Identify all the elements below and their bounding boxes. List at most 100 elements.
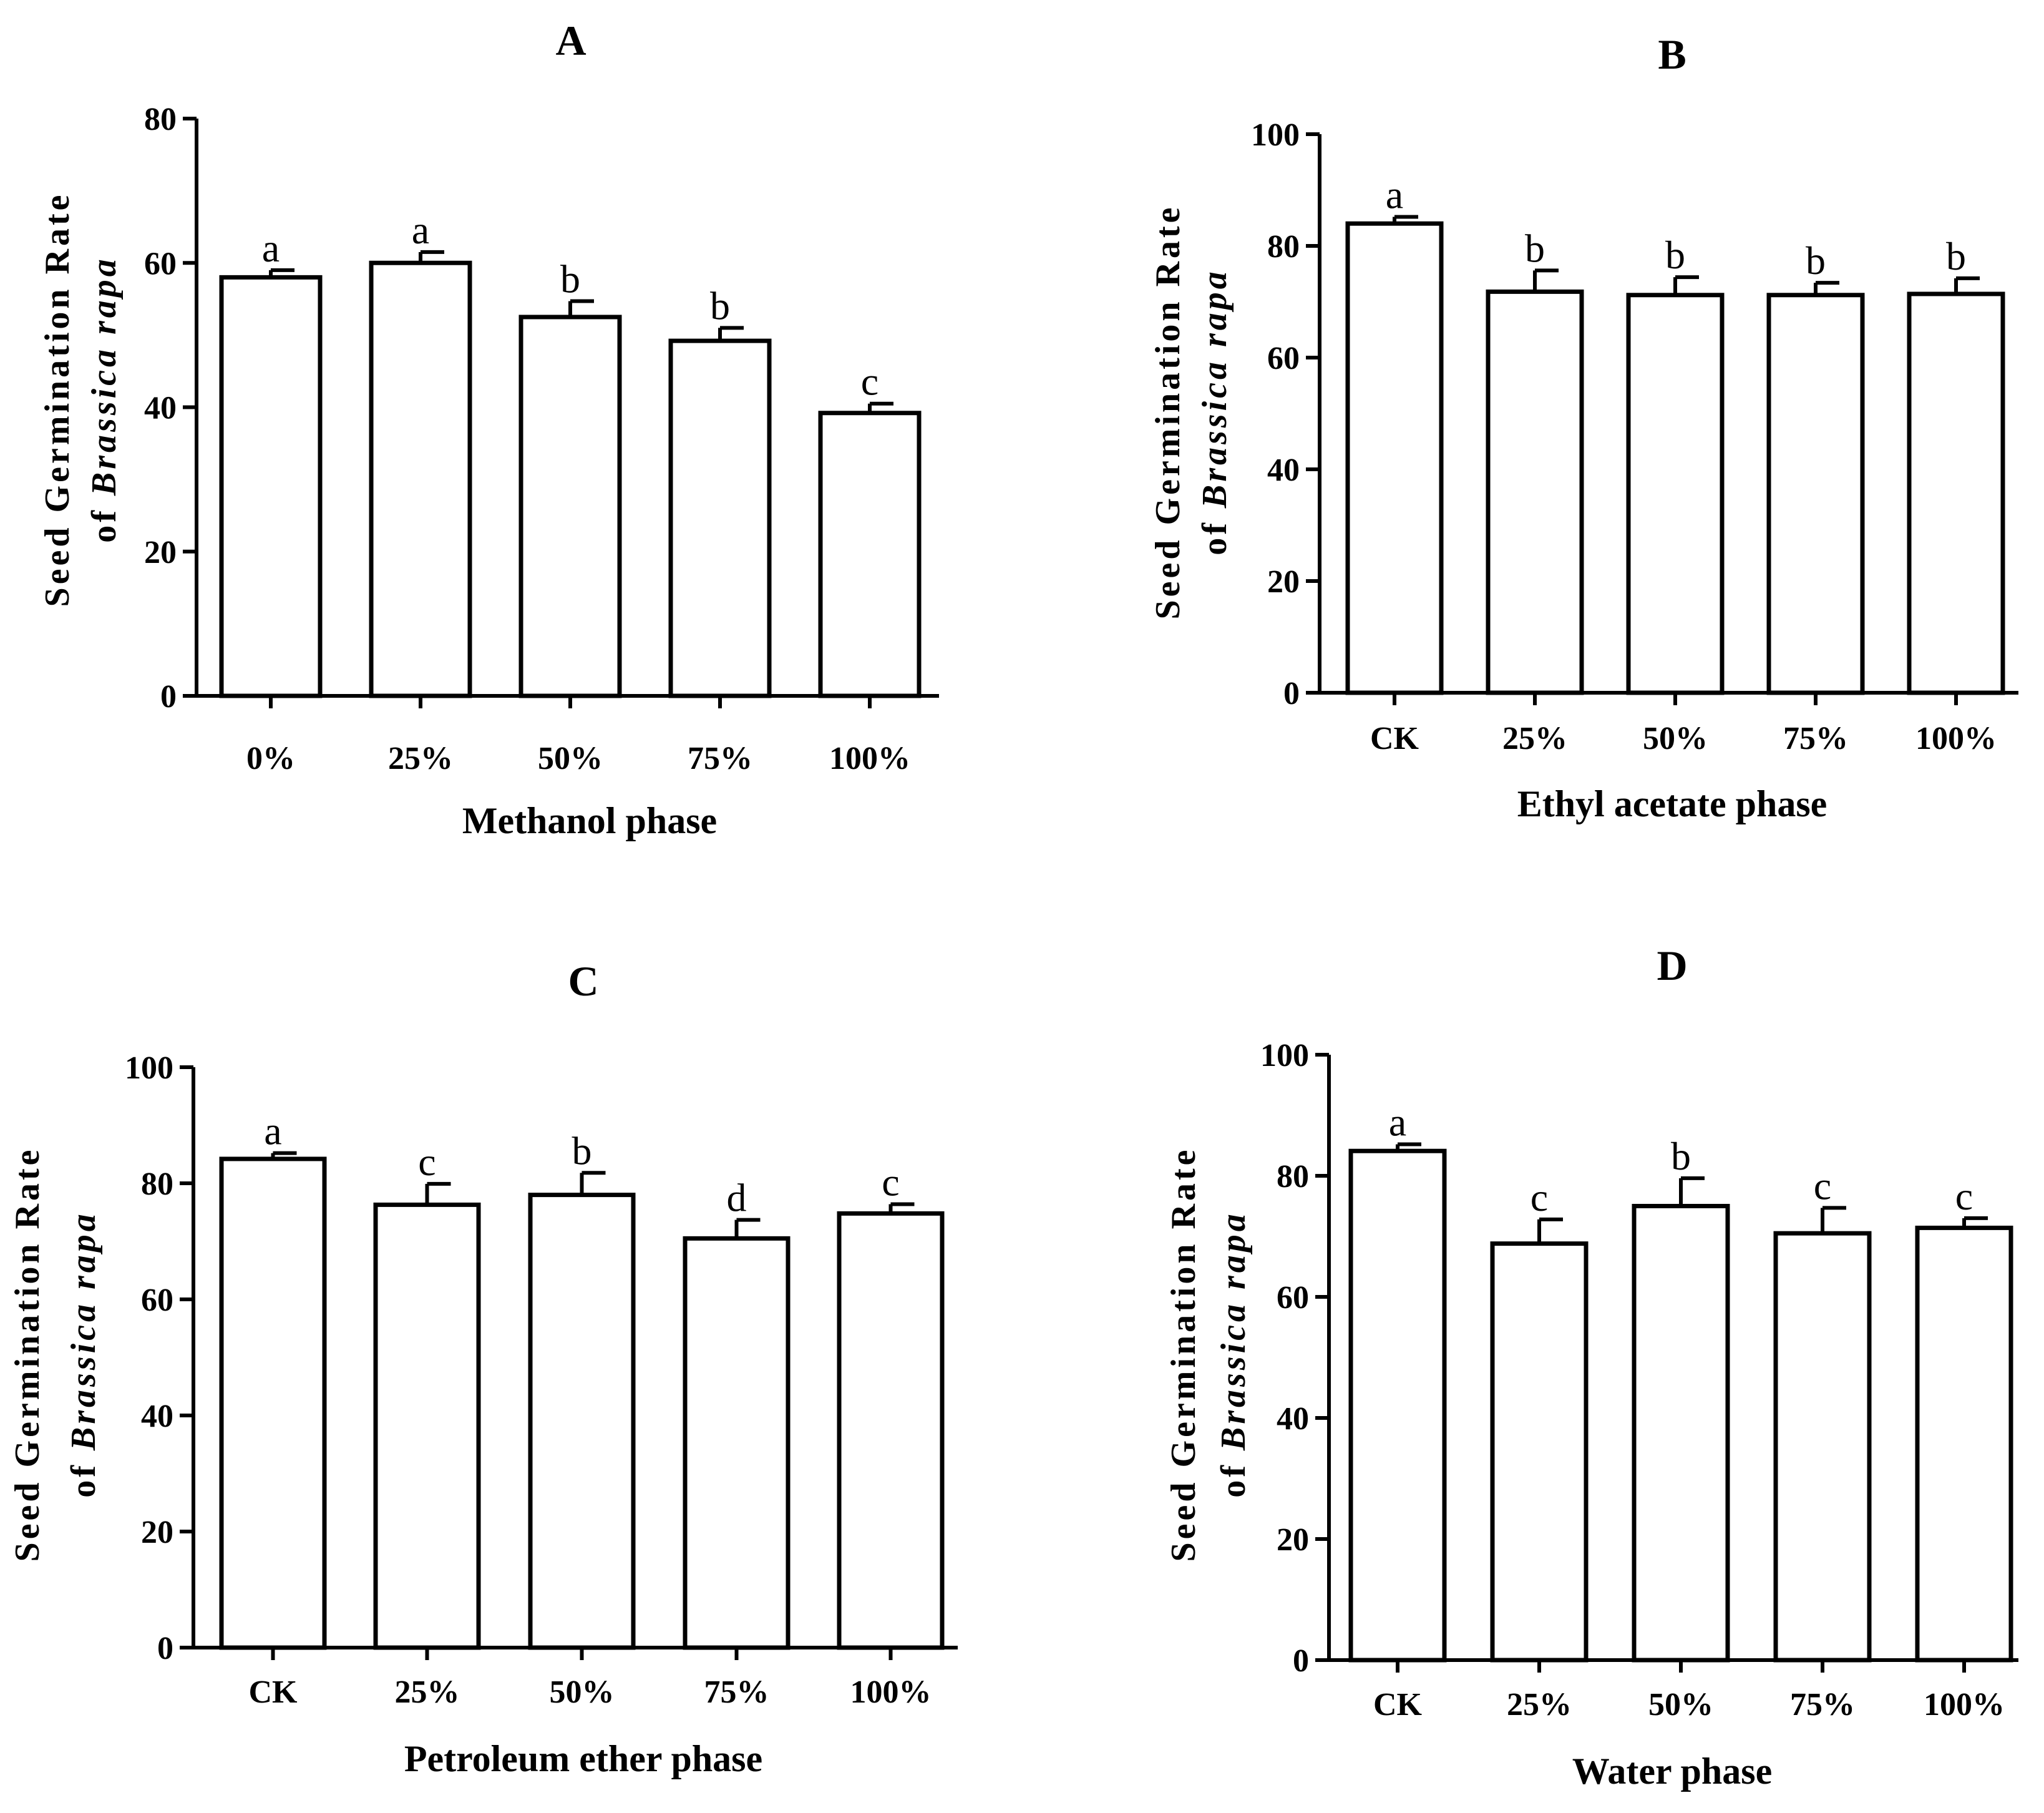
x-tick-label: 25% bbox=[388, 741, 453, 776]
significance-label: b bbox=[560, 257, 580, 301]
y-tick-label: 60 bbox=[1277, 1280, 1309, 1316]
x-axis-title: Petroleum ether phase bbox=[404, 1738, 762, 1779]
y-tick-label: 80 bbox=[1267, 229, 1300, 265]
panel-title: B bbox=[1658, 31, 1686, 78]
significance-label: c bbox=[1955, 1174, 1973, 1218]
bar bbox=[1348, 1148, 1447, 1663]
x-tick-label: 0% bbox=[246, 741, 295, 776]
x-tick-label: 100% bbox=[850, 1674, 932, 1710]
x-tick-label: 50% bbox=[1643, 721, 1708, 756]
significance-label: b bbox=[572, 1128, 592, 1173]
bar bbox=[837, 1211, 945, 1650]
significance-label: c bbox=[882, 1160, 899, 1204]
panel-title: C bbox=[568, 957, 598, 1005]
bar bbox=[518, 315, 622, 698]
x-axis-title: Ethyl acetate phase bbox=[1517, 783, 1827, 824]
bar bbox=[1486, 289, 1584, 695]
y-tick-label: 20 bbox=[1267, 564, 1300, 600]
significance-label: b bbox=[1665, 233, 1685, 277]
significance-label: b bbox=[1525, 226, 1545, 270]
bar bbox=[1632, 1204, 1730, 1663]
y-tick-label: 20 bbox=[144, 535, 177, 570]
y-axis-title-line2: of Brassica rapa bbox=[1195, 268, 1234, 555]
significance-label: a bbox=[262, 226, 280, 270]
y-tick-label: 100 bbox=[125, 1050, 173, 1086]
x-tick-label: CK bbox=[249, 1674, 298, 1710]
y-axis-title-prefix: of bbox=[1195, 508, 1234, 555]
x-tick-label: 50% bbox=[538, 741, 603, 776]
x-axis-title: Water phase bbox=[1572, 1751, 1773, 1792]
significance-label: d bbox=[727, 1176, 747, 1220]
y-axis-title-prefix: of bbox=[85, 496, 124, 543]
x-tick-label: 25% bbox=[1502, 721, 1567, 756]
x-tick-label: 75% bbox=[704, 1674, 769, 1710]
chart-panel-c: C 0 20 40 60 80 100 a CK c 25% b 50% d 75% c 100% Petrole… bbox=[8, 957, 958, 1779]
chart-panel-d: D 0 20 40 60 80 100 a CK c 25% b 50% c 75% c 100% Water p… bbox=[1164, 942, 2018, 1792]
x-tick-label: 50% bbox=[1648, 1687, 1713, 1723]
panel-title: D bbox=[1657, 942, 1687, 989]
y-axis-title-line1: Seed Germination Rate bbox=[8, 1147, 47, 1562]
x-tick-label: 100% bbox=[829, 741, 910, 776]
bar bbox=[373, 1202, 481, 1650]
x-tick-label: 75% bbox=[1783, 721, 1848, 756]
x-tick-label: 100% bbox=[1915, 721, 1997, 756]
x-tick-label: CK bbox=[1373, 1687, 1423, 1723]
significance-label: a bbox=[412, 208, 429, 252]
x-tick-label: CK bbox=[1370, 721, 1419, 756]
y-tick-label: 80 bbox=[144, 102, 177, 137]
x-tick-label: 25% bbox=[395, 1674, 460, 1710]
y-tick-label: 0 bbox=[1283, 676, 1300, 711]
y-axis-title-prefix: of bbox=[1214, 1450, 1253, 1498]
y-tick-label: 0 bbox=[1293, 1643, 1309, 1679]
x-axis-title: Methanol phase bbox=[462, 800, 717, 841]
y-tick-label: 0 bbox=[157, 1631, 173, 1666]
bar bbox=[683, 1236, 791, 1650]
y-axis-title-line1: Seed Germination Rate bbox=[1149, 205, 1187, 620]
y-tick-label: 60 bbox=[144, 246, 177, 281]
significance-label: b bbox=[1671, 1134, 1691, 1178]
significance-label: c bbox=[861, 359, 878, 404]
x-tick-label: 25% bbox=[1507, 1687, 1572, 1723]
significance-label: c bbox=[1531, 1175, 1548, 1219]
significance-label: c bbox=[1814, 1163, 1831, 1208]
y-tick-label: 100 bbox=[1260, 1038, 1309, 1073]
y-tick-label: 40 bbox=[144, 391, 177, 426]
y-tick-label: 40 bbox=[141, 1399, 173, 1434]
significance-label: c bbox=[418, 1140, 436, 1184]
chart-panel-a: A 0 20 40 60 80 a 0% a 25% b 50% b 75% c 100% Methanol p… bbox=[38, 17, 939, 841]
y-tick-label: 20 bbox=[141, 1515, 173, 1550]
y-axis-title-species: Brassica rapa bbox=[64, 1211, 103, 1451]
y-axis-title-prefix: of bbox=[64, 1450, 103, 1498]
x-tick-label: 100% bbox=[1924, 1687, 2005, 1723]
bar bbox=[668, 338, 772, 698]
significance-label: a bbox=[1389, 1100, 1406, 1145]
significance-label: b bbox=[1806, 238, 1826, 283]
bar bbox=[1490, 1241, 1589, 1663]
bar bbox=[818, 411, 922, 698]
significance-label: b bbox=[710, 283, 730, 328]
bar bbox=[528, 1193, 636, 1650]
y-axis-title-species: Brassica rapa bbox=[1195, 268, 1234, 509]
y-tick-label: 80 bbox=[141, 1166, 173, 1202]
bar bbox=[1907, 291, 2005, 695]
x-tick-label: 75% bbox=[688, 741, 752, 776]
significance-label: b bbox=[1946, 234, 1966, 278]
significance-label: a bbox=[264, 1109, 281, 1153]
bar bbox=[219, 275, 323, 698]
x-tick-label: 75% bbox=[1790, 1687, 1855, 1723]
significance-label: a bbox=[1386, 172, 1403, 217]
y-axis-title-species: Brassica rapa bbox=[85, 256, 124, 496]
panel-title: A bbox=[555, 17, 586, 64]
y-tick-label: 0 bbox=[160, 679, 177, 715]
bar bbox=[369, 260, 472, 698]
bar bbox=[1773, 1231, 1872, 1663]
y-axis-title-line2: of Brassica rapa bbox=[1214, 1211, 1253, 1498]
y-tick-label: 100 bbox=[1251, 117, 1300, 153]
y-tick-label: 60 bbox=[1267, 341, 1300, 376]
bar bbox=[1766, 293, 1865, 695]
y-axis-title-line1: Seed Germination Rate bbox=[1164, 1147, 1203, 1562]
bar bbox=[1345, 221, 1444, 695]
y-tick-label: 60 bbox=[141, 1283, 173, 1318]
y-tick-label: 40 bbox=[1277, 1401, 1309, 1437]
